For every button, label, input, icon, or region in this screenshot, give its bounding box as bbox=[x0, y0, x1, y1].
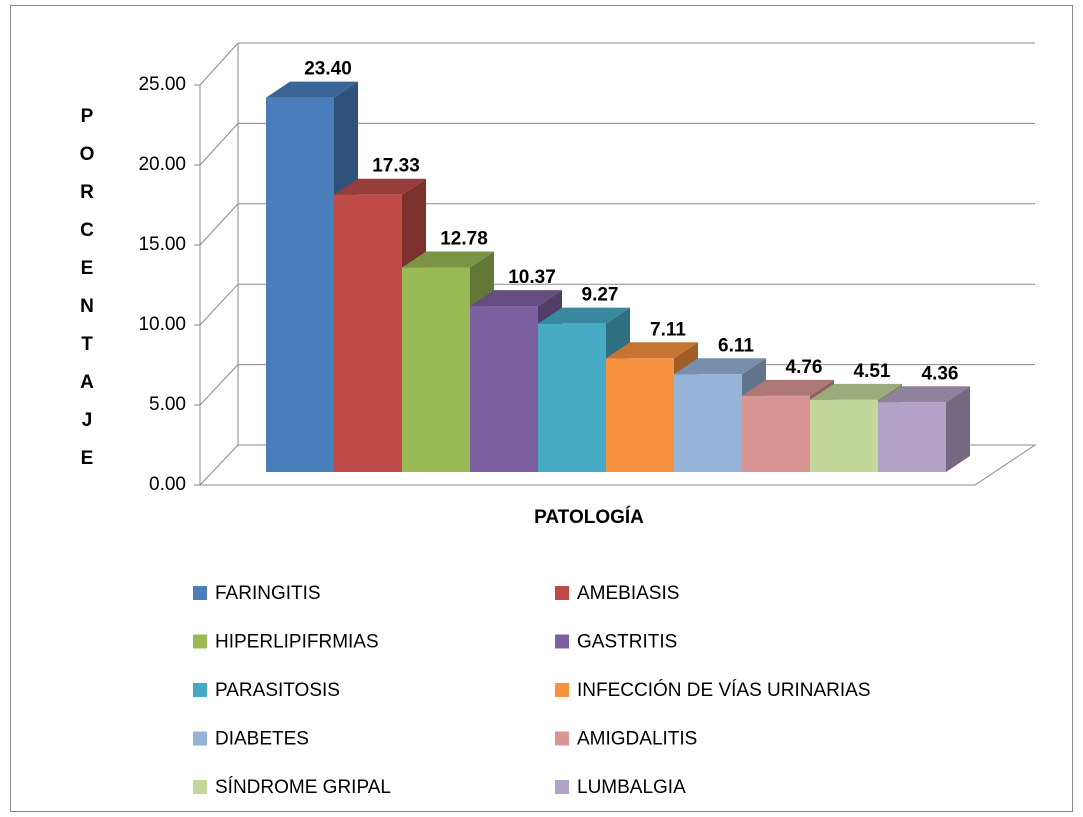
data-label: 4.76 bbox=[786, 357, 823, 378]
bar bbox=[810, 399, 878, 472]
bar-top bbox=[878, 386, 970, 403]
bar-top bbox=[606, 342, 698, 359]
grid-line bbox=[199, 42, 1035, 86]
bar-top bbox=[334, 178, 426, 195]
legend-label: GASTRITIS bbox=[577, 632, 677, 653]
grid-line bbox=[199, 364, 1035, 406]
grid-line bbox=[199, 203, 1035, 246]
y-tick-label: 25.00 bbox=[138, 74, 186, 95]
bar-top bbox=[470, 290, 562, 307]
data-label: 9.27 bbox=[582, 285, 619, 306]
bar bbox=[674, 374, 742, 472]
legend-swatch bbox=[555, 683, 569, 697]
legend-swatch bbox=[193, 586, 207, 600]
legend-label: LUMBALGIA bbox=[577, 777, 686, 798]
data-label: 4.51 bbox=[854, 361, 891, 382]
legend-label: FARINGITIS bbox=[215, 583, 321, 604]
y-tick-label: 5.00 bbox=[149, 394, 186, 415]
x-axis-title: PATOLOGÍA bbox=[534, 506, 644, 528]
y-tick-label: 10.00 bbox=[138, 314, 186, 335]
bar-top bbox=[266, 81, 358, 98]
bar-top bbox=[674, 358, 766, 375]
grid-line bbox=[199, 283, 1035, 326]
legend-label: INFECCIÓN DE VÍAS URINARIAS bbox=[577, 679, 871, 701]
bar-side bbox=[946, 386, 970, 472]
y-tick-label: 20.00 bbox=[138, 154, 186, 175]
bar bbox=[402, 267, 470, 472]
data-label: 6.11 bbox=[718, 335, 754, 356]
legend-swatch bbox=[555, 634, 569, 649]
legend-label: DIABETES bbox=[215, 729, 309, 750]
legend-label: AMEBIASIS bbox=[577, 583, 679, 604]
legend-label: SÍNDROME GRIPAL bbox=[215, 777, 391, 798]
legend-swatch bbox=[193, 780, 207, 794]
bar-top bbox=[402, 251, 494, 268]
bar bbox=[606, 358, 674, 472]
bar bbox=[334, 194, 402, 472]
bar bbox=[538, 323, 606, 472]
legend-swatch bbox=[555, 780, 569, 794]
legend-swatch bbox=[555, 586, 569, 600]
bar bbox=[878, 402, 946, 472]
bar bbox=[266, 97, 334, 472]
data-label: 7.11 bbox=[650, 319, 686, 340]
data-label: 12.78 bbox=[440, 229, 488, 250]
data-label: 23.40 bbox=[304, 59, 352, 80]
legend-swatch bbox=[555, 731, 569, 746]
bar bbox=[742, 395, 810, 472]
legend-swatch bbox=[193, 634, 207, 649]
legend-swatch bbox=[193, 731, 207, 746]
bar-top bbox=[810, 383, 902, 400]
y-tick-label: 0.00 bbox=[149, 474, 186, 495]
bar bbox=[470, 306, 538, 472]
data-label: 4.36 bbox=[922, 363, 959, 384]
bar-top bbox=[742, 379, 834, 396]
legend-label: HIPERLIPIFRMIAS bbox=[215, 632, 379, 653]
bar-top bbox=[538, 307, 630, 324]
legend-label: PARASITOSIS bbox=[215, 680, 340, 701]
data-label: 10.37 bbox=[508, 267, 556, 288]
data-label: 17.33 bbox=[372, 156, 420, 177]
legend-label: AMIGDALITIS bbox=[577, 729, 697, 750]
grid-line bbox=[199, 122, 1035, 166]
legend-swatch bbox=[193, 683, 207, 697]
y-tick-label: 15.00 bbox=[138, 234, 186, 255]
